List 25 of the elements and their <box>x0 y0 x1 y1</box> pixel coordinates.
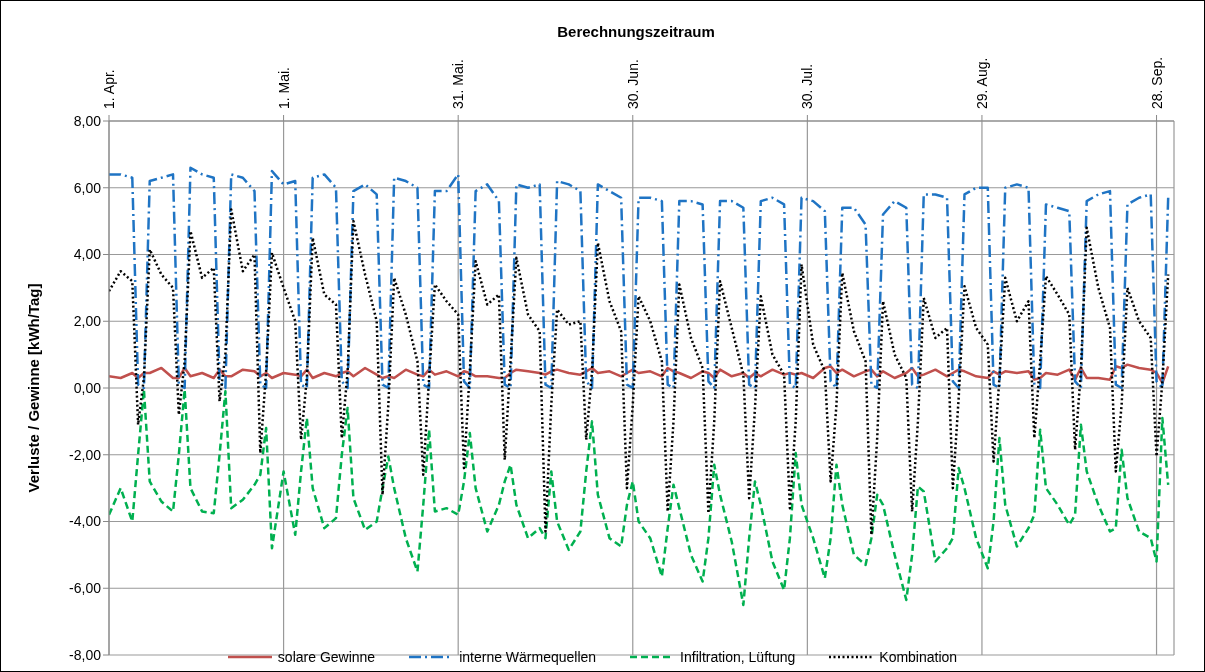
x-tick-label: 30. Jun. <box>624 59 641 109</box>
x-tick-label: 28. Sep. <box>1148 56 1165 109</box>
line-series <box>109 208 1170 537</box>
y-tick-label: -8,00 <box>69 646 102 663</box>
legend-label: solare Gewinne <box>277 649 376 665</box>
y-tick-label: 2,00 <box>73 313 102 330</box>
line-series <box>109 166 1170 390</box>
x-tick-label: 1. Apr. <box>101 69 117 109</box>
y-tick-label: 0,00 <box>73 379 102 396</box>
x-tick-label: 31. Mai. <box>450 59 467 109</box>
line-series <box>109 388 1170 607</box>
y-tick-label: -2,00 <box>69 446 102 463</box>
legend-label: Infiltration, Lüftung <box>680 649 796 665</box>
legend-label: interne Wärmequellen <box>459 649 597 665</box>
y-tick-label: 4,00 <box>73 246 102 263</box>
y-axis-title: Verluste / Gewinne [kWh/Tag] <box>25 283 43 493</box>
y-tick-label: -4,00 <box>69 513 102 530</box>
x-tick-label: 30. Jul. <box>799 63 816 109</box>
legend-label: Kombination <box>879 649 958 665</box>
y-tick-label: -6,00 <box>69 580 102 597</box>
x-tick-label: 1. Mai. <box>275 66 292 109</box>
y-tick-label: 8,00 <box>73 112 102 129</box>
x-tick-label: 29. Aug. <box>973 57 990 109</box>
chart-title: Berechnungszeitraum <box>556 23 716 40</box>
y-tick-label: 6,00 <box>73 179 102 196</box>
